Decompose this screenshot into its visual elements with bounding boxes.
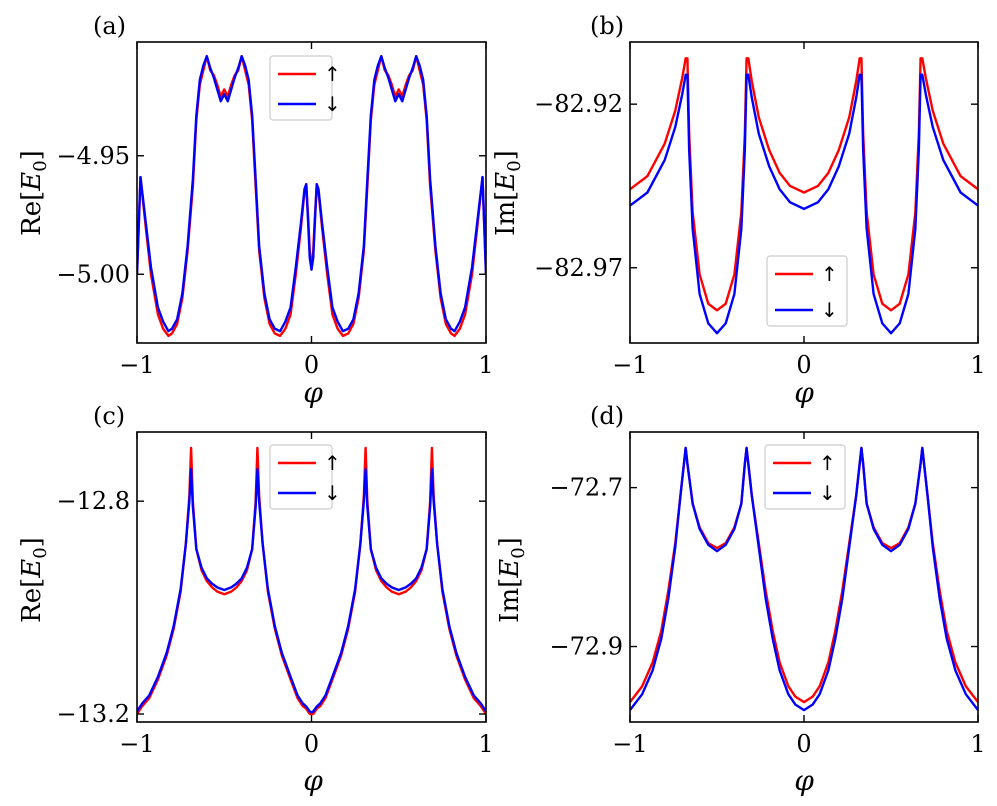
legend-b: ↑↓: [766, 255, 848, 327]
plot-area-a: −1 0 1−4.95−5.00↑↓: [56, 41, 494, 379]
series-group-a: [137, 55, 486, 338]
legend-label-a-down: ↓: [324, 92, 341, 116]
panel-c: (c) −1 0 1−12.8−13.2↑↓ φ Re[E0]: [17, 402, 494, 797]
y-tick-label-d: −72.7: [549, 474, 623, 502]
legend-frame-c: [269, 444, 333, 510]
x-axis-label-a: φ: [303, 376, 323, 409]
x-tick-label-b: 1: [970, 351, 985, 379]
y-label-main-b: Im[: [491, 191, 521, 236]
legend-c: ↑↓: [269, 444, 341, 510]
panel-label-a: (a): [93, 12, 126, 40]
x-tick-label-c: −1: [119, 730, 154, 758]
y-label-close-b: ]: [491, 150, 521, 160]
series-group-b: [630, 57, 978, 335]
x-tick-label-b: 0: [796, 351, 811, 379]
series-line-d-down: [630, 446, 978, 712]
y-label-close-c: ]: [17, 537, 47, 547]
legend-label-a-up: ↑: [324, 62, 341, 86]
panel-label-c: (c): [93, 402, 125, 430]
x-tick-label-d: 1: [970, 730, 985, 758]
series-group-c: [137, 446, 486, 716]
series-line-a-down: [137, 55, 486, 333]
legend-label-c-down: ↓: [324, 481, 341, 505]
y-axis-label-c: Re[E0]: [17, 537, 51, 623]
y-label-sub-c: 0: [30, 547, 51, 558]
x-tick-label-a: −1: [119, 351, 154, 379]
y-label-var-d: E: [495, 559, 525, 579]
legend-a: ↑↓: [269, 55, 341, 121]
series-line-c-down: [137, 468, 486, 714]
legend-label-d-down: ↓: [819, 481, 836, 505]
series-group-d: [630, 446, 978, 712]
y-label-close-a: ]: [17, 150, 47, 160]
y-label-sub-a: 0: [30, 160, 51, 171]
y-tick-label-c: −12.8: [56, 487, 130, 515]
plot-area-c: −1 0 1−12.8−13.2↑↓: [56, 431, 494, 758]
y-tick-label-c: −13.2: [56, 700, 130, 728]
y-label-close-d: ]: [495, 537, 525, 547]
x-tick-label-c: 1: [478, 730, 493, 758]
legend-label-b-up: ↑: [821, 262, 838, 286]
legend-label-d-up: ↑: [819, 451, 836, 475]
y-label-main-c: Re[: [17, 578, 47, 623]
y-label-var-a: E: [17, 172, 47, 192]
plot-area-b: −1 0 1−82.92−82.97 ↑↓: [534, 41, 986, 379]
y-label-main-d: Im[: [495, 578, 525, 623]
panel-label-d: (d): [590, 402, 624, 430]
y-tick-label-a: −5.00: [56, 260, 130, 288]
y-tick-label-b: −82.92: [534, 90, 623, 118]
y-tick-label-a: −4.95: [56, 142, 130, 170]
series-line-b-down: [630, 73, 978, 335]
y-label-sub-d: 0: [508, 547, 529, 558]
y-tick-label-d: −72.9: [549, 633, 623, 661]
x-tick-label-a: 1: [478, 351, 493, 379]
y-label-main-a: Re[: [17, 191, 47, 236]
panel-d: (d) −1 0 1−72.7−72.9↑↓ φ Im[E0]: [495, 402, 986, 797]
y-axis-label-a: Re[E0]: [17, 150, 51, 236]
x-axis-label-b: φ: [794, 376, 814, 409]
y-axis-label-b: Im[E0]: [491, 150, 525, 236]
legend-label-c-up: ↑: [324, 451, 341, 475]
legend-d: ↑↓: [764, 444, 846, 510]
y-label-var-b: E: [491, 172, 521, 192]
x-axis-label-d: φ: [794, 764, 814, 797]
panel-b: (b) −1 0 1−82.92−82.97 ↑↓ φ Im[E0]: [491, 12, 986, 409]
x-tick-label-c: 0: [304, 730, 319, 758]
y-axis-label-d: Im[E0]: [495, 537, 529, 623]
x-tick-label-a: 0: [304, 351, 319, 379]
panel-a: (a) −1 0 1−4.95−5.00↑↓ φ Re[E0]: [17, 12, 494, 409]
legend-frame-a: [269, 55, 333, 121]
x-tick-label-b: −1: [612, 351, 647, 379]
y-label-sub-b: 0: [504, 160, 525, 171]
x-tick-label-d: 0: [796, 730, 811, 758]
x-tick-label-d: −1: [612, 730, 647, 758]
y-label-var-c: E: [17, 559, 47, 579]
y-tick-label-b: −82.97: [534, 254, 623, 282]
panel-label-b: (b): [590, 12, 624, 40]
legend-label-b-down: ↓: [821, 298, 838, 322]
x-axis-label-c: φ: [303, 764, 323, 797]
plot-area-d: −1 0 1−72.7−72.9↑↓: [549, 431, 986, 758]
